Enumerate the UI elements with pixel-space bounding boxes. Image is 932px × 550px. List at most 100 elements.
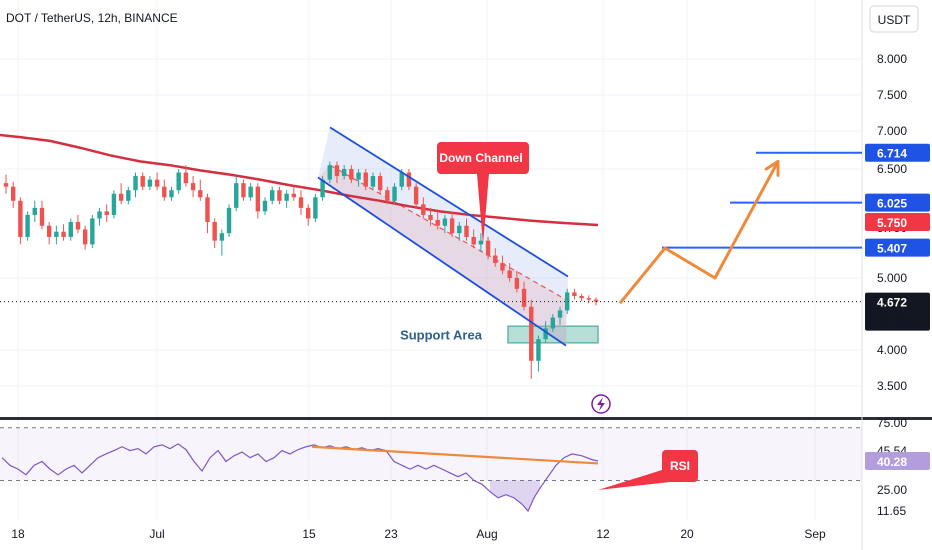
channel-layer: [317, 126, 569, 347]
candle: [39, 207, 45, 226]
projection-path: [618, 160, 780, 305]
candle: [140, 176, 145, 187]
candle: [82, 229, 88, 245]
candle: [514, 278, 520, 289]
price-tick-label: 5.000: [877, 271, 907, 285]
price-tag-label: 5.407: [877, 242, 907, 256]
rsi-value-tag-bg: [865, 451, 930, 470]
candle: [428, 214, 433, 220]
candle: [32, 207, 37, 215]
candle: [464, 225, 469, 237]
candle: [313, 197, 318, 219]
channel-upper-line: [329, 126, 569, 278]
main-pane-bg: [0, 0, 862, 395]
candle: [61, 231, 66, 237]
candle: [327, 165, 332, 180]
candle: [68, 222, 73, 237]
currency-label[interactable]: USDT: [878, 13, 911, 27]
chart-title: DOT / TetherUS, 12h, BINANCE: [6, 11, 178, 25]
candle: [255, 186, 261, 212]
candle: [97, 211, 102, 219]
currency-selector[interactable]: USDT: [869, 5, 919, 33]
candle: [190, 183, 196, 191]
rsi-callout: [598, 450, 698, 490]
candle: [493, 255, 498, 264]
candle: [234, 183, 239, 208]
candle: [226, 207, 232, 234]
channel-midline: [329, 164, 567, 301]
price-tag-bg: [865, 213, 930, 231]
candle: [385, 190, 390, 201]
candle: [212, 222, 217, 241]
time-tick-label: Sep: [804, 527, 826, 541]
candle: [126, 190, 131, 201]
time-tick-label: 23: [384, 527, 398, 541]
price-tag-bg: [865, 292, 930, 331]
rsi-value-tag-label: 40.28: [877, 455, 907, 469]
candle: [507, 270, 512, 278]
candle: [25, 214, 30, 237]
projection-arrowhead: [764, 159, 780, 177]
candle: [291, 193, 297, 198]
lightning-icon[interactable]: [591, 394, 611, 414]
candle: [543, 328, 548, 340]
candle: [442, 218, 448, 226]
channel-lower-line: [317, 176, 567, 347]
candle: [248, 186, 253, 198]
rsi-trendline: [311, 445, 599, 465]
down-channel-callout: [437, 142, 529, 245]
moving-average-layer: [0, 133, 599, 227]
levels-layer: [0, 151, 862, 303]
price-tag-label: 6.025: [877, 197, 907, 211]
price-tick-label: 6.500: [877, 162, 907, 176]
candle: [471, 236, 476, 245]
candles-layer: [3, 161, 599, 379]
candle: [277, 190, 282, 201]
rsi-callout-label: RSI: [670, 459, 690, 473]
candle: [18, 200, 23, 237]
rsi-line: [1, 443, 599, 513]
candle: [169, 190, 174, 198]
price-tick-label: 4.000: [877, 343, 907, 357]
price-tags-layer: 6.714 6.025 5.750 5.407 4.672 11:26:54 40.28: [865, 143, 930, 470]
price-tick-label: 7.500: [877, 88, 907, 102]
candle: [270, 190, 275, 201]
candle: [413, 186, 419, 205]
candle: [75, 222, 81, 230]
price-tag-label: 6.714: [877, 147, 907, 161]
price-tag-label: 5.750: [877, 216, 907, 230]
candle: [54, 231, 59, 237]
candle: [565, 292, 570, 311]
candle: [377, 176, 383, 191]
candle: [205, 197, 210, 222]
candle: [10, 186, 16, 201]
moving-average-line: [0, 133, 599, 227]
candle: [176, 172, 181, 191]
candle: [46, 225, 52, 237]
candle: [118, 193, 124, 201]
price-tag-bg: [865, 193, 930, 212]
rsi-layer: RSI: [0, 427, 862, 513]
pane-separator: [0, 417, 932, 420]
candle: [334, 165, 340, 177]
price-tick-label: 3.500: [877, 379, 907, 393]
candle: [298, 197, 304, 208]
candle: [500, 263, 505, 271]
time-tick-label: Jul: [149, 527, 164, 541]
candle: [536, 339, 541, 361]
candle: [521, 288, 527, 307]
candle: [370, 176, 376, 187]
candle: [586, 298, 592, 300]
candle: [262, 200, 268, 212]
time-tick-label: Aug: [476, 527, 497, 541]
rsi-tick-label: 25.00: [877, 483, 907, 497]
candle: [111, 193, 117, 215]
candle: [341, 169, 347, 177]
candle: [529, 306, 534, 361]
candle: [284, 193, 289, 201]
candle: [320, 179, 325, 198]
candle: [183, 172, 189, 184]
